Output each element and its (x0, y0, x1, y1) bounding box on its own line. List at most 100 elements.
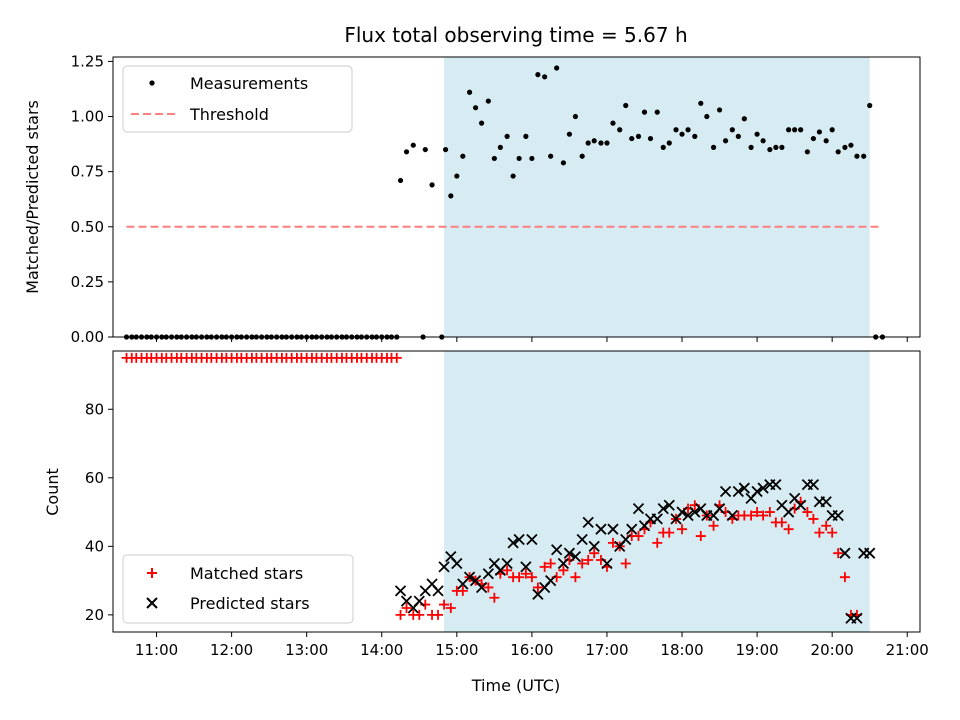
measurement-point (460, 153, 466, 159)
predicted-point (432, 585, 444, 597)
measurement-point (798, 127, 804, 133)
matched-point (752, 507, 763, 518)
matched-point (532, 582, 543, 593)
measurement-point (861, 153, 867, 159)
predicted-point (563, 547, 576, 559)
matched-point (558, 565, 569, 576)
x-tick-label: 11:00 (135, 641, 178, 659)
predicted-point (601, 557, 613, 570)
measurement-point (504, 133, 510, 139)
measurement-point (403, 149, 410, 155)
measurement-point (786, 127, 792, 133)
bottom-legend-box (122, 554, 354, 624)
top-y-tick-label: 0.50 (71, 218, 104, 236)
measurement-point (716, 107, 723, 113)
measurement-point (729, 127, 735, 133)
measurement-point (472, 105, 479, 111)
measurement-point (735, 133, 741, 139)
bottom-plot-frame (112, 350, 921, 633)
matched-point (677, 524, 688, 535)
predicted-point (582, 516, 594, 528)
matched-point (514, 572, 525, 583)
predicted-point (663, 499, 675, 511)
measurement-point (654, 109, 660, 115)
matched-point (802, 507, 813, 518)
matched-point (633, 531, 644, 542)
top-y-tick-label: 1.25 (71, 52, 104, 70)
measurement-point (448, 193, 454, 199)
matched-point (833, 548, 844, 559)
legend-predicted-label: Predicted stars (190, 594, 310, 613)
measurement-point (629, 135, 635, 142)
chart-title: Flux total observing time = 5.67 h (344, 23, 687, 47)
measurement-point (722, 138, 729, 144)
top-panel: 0.00 0.25 0.50 0.75 1.00 1.25 Matched/Predict… (23, 52, 921, 346)
measurement-point (548, 153, 554, 159)
measurement-point (666, 140, 672, 146)
predicted-point (651, 513, 663, 525)
predicted-point (782, 506, 795, 518)
predicted-point (657, 502, 669, 515)
matched-point (520, 568, 531, 579)
measurement-point (842, 144, 848, 150)
measurement-point (497, 144, 503, 150)
top-y-tick-label: 0.75 (71, 163, 104, 181)
measurement-point (647, 135, 654, 142)
matched-point (483, 582, 494, 593)
predicted-point (620, 533, 632, 546)
predicted-point (463, 571, 476, 583)
predicted-point (676, 506, 688, 518)
x-tick-label: 13:00 (285, 641, 328, 659)
predicted-point (451, 557, 463, 570)
measurement-point (579, 153, 585, 159)
measurement-point (422, 146, 428, 153)
measurement-point (685, 127, 691, 133)
matched-point (391, 352, 402, 363)
top-plot-frame (112, 56, 921, 338)
x-tick-label: 18:00 (660, 641, 703, 659)
top-y-tick-label: 1.00 (71, 108, 104, 126)
predicted-point (682, 509, 694, 522)
measurement-point (792, 127, 798, 133)
measurement-point (767, 146, 773, 153)
predicted-point (807, 479, 820, 491)
predicted-point (595, 523, 607, 535)
measurement-point (704, 113, 710, 120)
x-tick-label: 15:00 (435, 641, 478, 659)
matched-point (776, 517, 787, 528)
matched-point (395, 609, 406, 620)
x-tick-label: 16:00 (510, 641, 553, 659)
measurement-point (429, 182, 435, 188)
measurement-point (585, 140, 591, 146)
matched-point (545, 558, 556, 569)
measurement-point (692, 133, 698, 139)
measurement-point (773, 144, 779, 150)
predicted-point (719, 485, 732, 498)
measurement-point (598, 140, 604, 146)
matched-point (577, 558, 588, 569)
top-y-ticks: 0.00 0.25 0.50 0.75 1.00 1.25 (71, 52, 113, 346)
measurement-point (835, 149, 841, 155)
measurement-point (854, 153, 860, 159)
bottom-legend: Matched stars Predicted stars (122, 554, 354, 624)
measurement-point (535, 72, 541, 78)
matched-point (457, 585, 468, 596)
matched-points (122, 353, 862, 620)
legend-matched-label: Matched stars (190, 564, 303, 583)
measurement-point (491, 155, 497, 162)
bottom-y-tick-label: 20 (85, 606, 104, 624)
measurement-point (529, 155, 535, 162)
matched-point (708, 520, 719, 531)
bottom-y-tick-label: 60 (85, 469, 104, 487)
matched-point (526, 572, 537, 583)
measurement-point (848, 142, 854, 148)
measurement-point (542, 74, 548, 80)
measurement-point (454, 173, 460, 179)
legend-matched-marker (147, 568, 157, 578)
predicted-point (607, 523, 619, 535)
matched-point (539, 561, 550, 572)
measurement-point (810, 135, 817, 142)
measurement-point (523, 133, 529, 139)
